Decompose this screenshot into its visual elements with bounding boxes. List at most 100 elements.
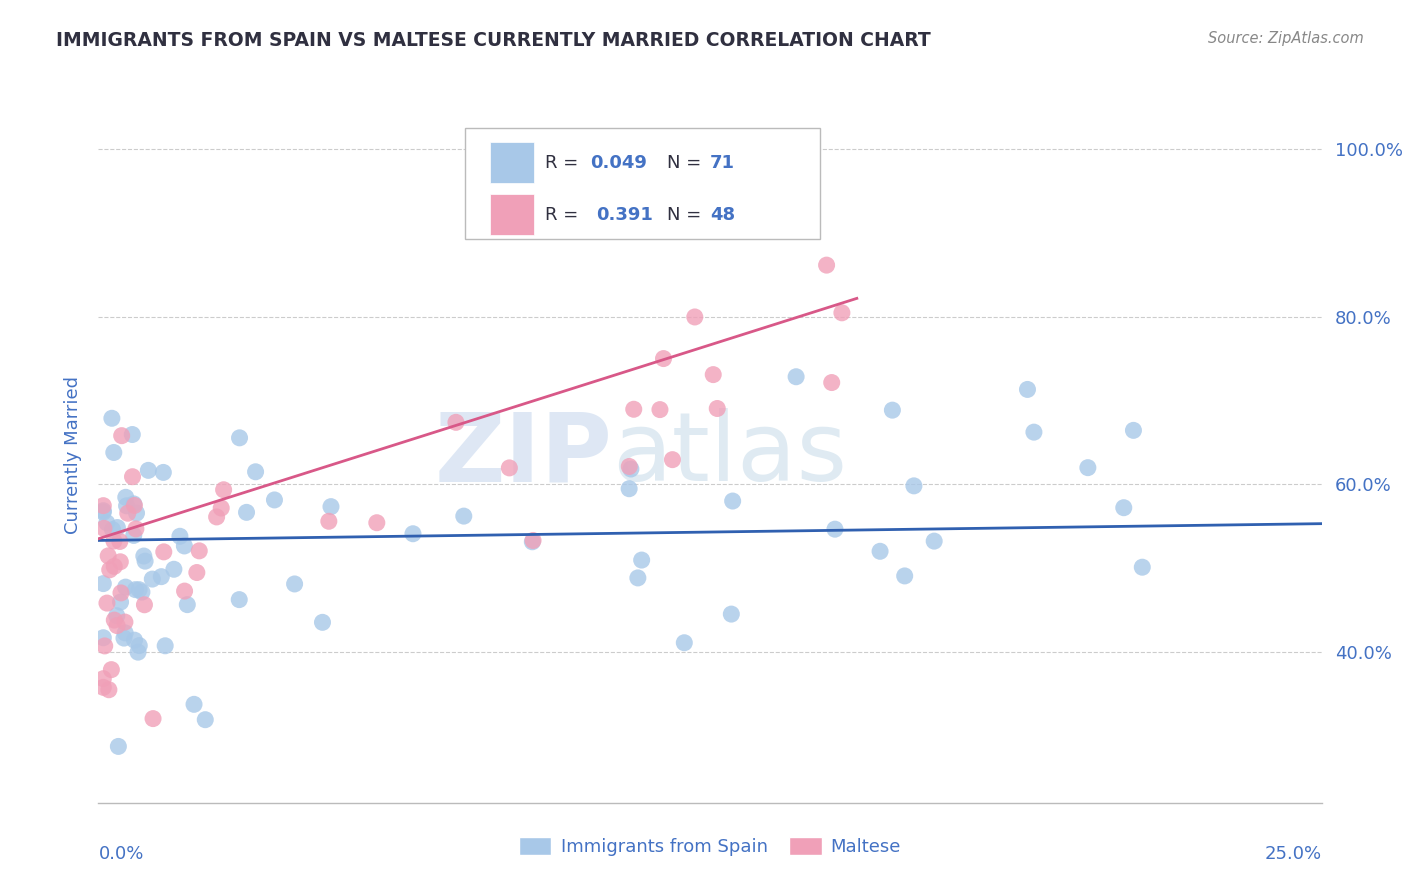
Point (107, 739, 129, 754)
Point (122, 528, 145, 542)
Point (141, 572, 163, 586)
Point (114, 626, 136, 640)
Point (869, 544, 891, 558)
Text: R =: R = (546, 153, 583, 171)
Point (122, 497, 145, 511)
Text: atlas: atlas (612, 409, 848, 501)
Point (720, 607, 742, 621)
Point (194, 713, 217, 727)
Point (98, 563, 121, 577)
Point (91, 499, 114, 513)
Point (922, 534, 945, 549)
Point (125, 522, 148, 536)
Point (619, 459, 641, 474)
Point (652, 351, 675, 366)
Point (522, 534, 544, 549)
Point (110, 555, 132, 569)
Point (124, 633, 146, 648)
Point (91, 504, 114, 518)
Point (522, 533, 544, 548)
Point (91, 631, 114, 645)
Point (228, 592, 250, 607)
Point (1130, 560, 1153, 574)
Point (319, 500, 342, 514)
Point (124, 499, 146, 513)
Point (108, 534, 131, 549)
Point (112, 631, 135, 645)
Point (150, 569, 173, 583)
Point (114, 491, 136, 505)
Text: 25.0%: 25.0% (1264, 845, 1322, 863)
Point (176, 598, 198, 612)
Text: Source: ZipAtlas.com: Source: ZipAtlas.com (1208, 31, 1364, 46)
Point (627, 571, 650, 585)
Point (91, 505, 114, 519)
Point (1022, 425, 1045, 439)
Point (212, 483, 235, 497)
Point (114, 615, 136, 629)
Point (96, 516, 118, 530)
Point (444, 415, 467, 429)
Point (103, 534, 125, 549)
Point (173, 539, 195, 553)
Point (134, 554, 156, 568)
Point (815, 258, 838, 272)
Point (97, 549, 120, 563)
Point (263, 492, 285, 507)
Point (1017, 383, 1039, 397)
Point (127, 645, 149, 659)
Point (121, 427, 143, 442)
Point (103, 613, 125, 627)
Point (620, 462, 643, 476)
Point (128, 639, 150, 653)
Point (110, 595, 132, 609)
Point (128, 582, 150, 597)
Point (134, 598, 156, 612)
Point (186, 566, 208, 580)
Text: N =: N = (668, 153, 707, 171)
Point (101, 523, 124, 537)
FancyBboxPatch shape (489, 194, 534, 235)
Text: 0.391: 0.391 (596, 206, 654, 224)
Point (228, 431, 250, 445)
Point (831, 306, 853, 320)
Point (111, 428, 134, 442)
Point (683, 310, 706, 324)
Point (105, 618, 128, 632)
Point (163, 562, 186, 576)
Legend: Immigrants from Spain, Maltese: Immigrants from Spain, Maltese (512, 830, 908, 863)
Point (91, 576, 114, 591)
Text: 0.0%: 0.0% (98, 845, 143, 863)
Point (100, 663, 122, 677)
Point (152, 466, 174, 480)
Point (235, 505, 257, 519)
Point (173, 584, 195, 599)
Point (121, 469, 143, 483)
Point (188, 544, 211, 558)
Point (205, 510, 228, 524)
Point (402, 526, 425, 541)
Point (366, 516, 388, 530)
FancyBboxPatch shape (465, 128, 820, 239)
Point (673, 636, 696, 650)
Point (152, 545, 174, 559)
Point (96, 596, 118, 610)
Point (103, 445, 125, 459)
Point (498, 461, 520, 475)
Point (284, 577, 307, 591)
Text: N =: N = (668, 206, 707, 224)
Point (91, 672, 114, 686)
Point (105, 608, 128, 623)
Point (209, 501, 232, 516)
Point (117, 506, 139, 520)
Point (1122, 423, 1144, 437)
Y-axis label: Currently Married: Currently Married (63, 376, 82, 534)
Point (903, 479, 925, 493)
Text: IMMIGRANTS FROM SPAIN VS MALTESE CURRENTLY MARRIED CORRELATION CHART: IMMIGRANTS FROM SPAIN VS MALTESE CURRENT… (56, 31, 931, 50)
Point (311, 615, 333, 630)
Point (661, 452, 683, 467)
Point (648, 402, 671, 417)
Point (623, 402, 645, 417)
Point (824, 522, 846, 536)
Point (132, 549, 155, 563)
